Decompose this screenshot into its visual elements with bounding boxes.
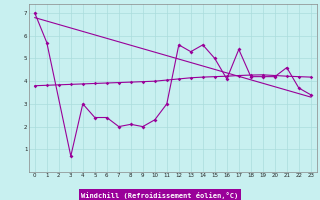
Text: Windchill (Refroidissement éolien,°C): Windchill (Refroidissement éolien,°C) — [81, 192, 239, 199]
